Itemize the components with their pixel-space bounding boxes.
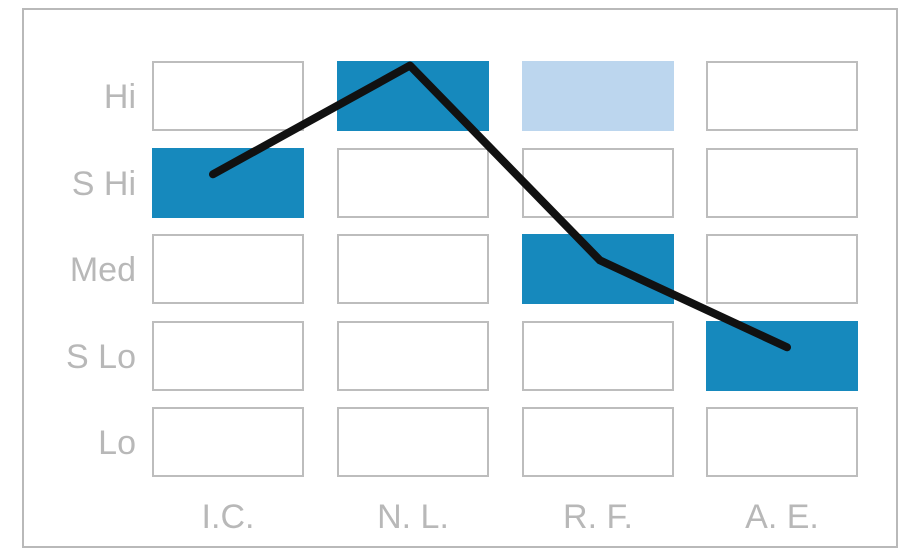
y-tick-label: Hi [104,78,136,116]
y-tick-label: Lo [98,424,136,462]
heatmap-cell [706,148,858,218]
heatmap-cell [337,234,489,304]
x-tick-label: A. E. [745,498,819,536]
x-tick-label: N. L. [377,498,449,536]
heatmap-cell [706,61,858,131]
x-tick-label: R. F. [563,498,633,536]
heatmap-cell [522,321,674,391]
heatmap-cell [706,234,858,304]
heatmap-cell-filled [522,61,674,131]
heatmap-cell [152,321,304,391]
heatmap-cell-filled [152,148,304,218]
heatmap-cell [706,407,858,477]
y-tick-label: Med [70,251,136,289]
series-line [209,61,791,352]
x-tick-label: I.C. [202,498,255,536]
y-tick-label: S Hi [72,165,136,203]
heatmap-cell [522,407,674,477]
heatmap-cell [152,234,304,304]
heatmap-cell [337,321,489,391]
heatmap-cell [337,407,489,477]
heatmap-cell [152,407,304,477]
heatmap-cell [337,148,489,218]
heatmap-cell-filled [522,234,674,304]
y-tick-label: S Lo [66,338,136,376]
heatmap-cell [152,61,304,131]
heatmap-cell-filled [706,321,858,391]
